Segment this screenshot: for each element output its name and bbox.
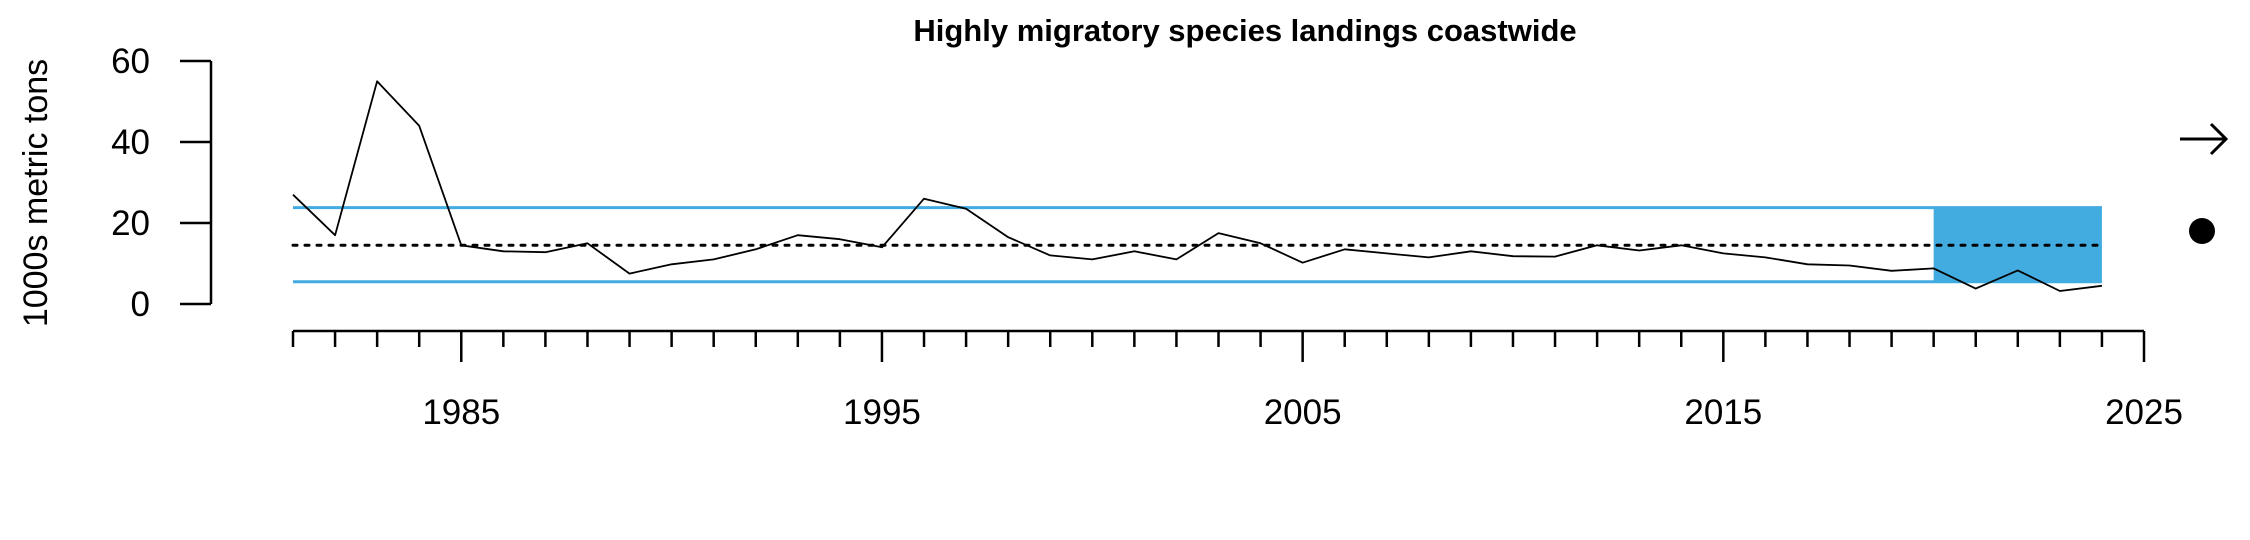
y-tick-label: 40 bbox=[111, 123, 150, 162]
status-circle-icon bbox=[2189, 218, 2215, 244]
x-tick-label: 1985 bbox=[422, 393, 500, 432]
chart-title: Highly migratory species landings coastw… bbox=[913, 13, 1576, 48]
y-tick-label: 20 bbox=[111, 204, 150, 243]
y-tick-label: 0 bbox=[131, 285, 150, 324]
series-layer bbox=[292, 80, 2103, 292]
x-tick-label: 2005 bbox=[1264, 393, 1342, 432]
trend-arrow-icon bbox=[2180, 122, 2229, 156]
y-tick-label: 60 bbox=[111, 42, 150, 81]
series-line bbox=[292, 80, 2103, 292]
x-tick-label: 2025 bbox=[2105, 393, 2183, 432]
x-axis: 1985 1995 2005 2015 2025 bbox=[291, 329, 2183, 432]
x-tick-label: 1995 bbox=[843, 393, 921, 432]
sd-band-layer bbox=[293, 206, 2102, 284]
x-tick-label: 2015 bbox=[1684, 393, 1762, 432]
y-axis: 0 20 40 60 bbox=[111, 42, 213, 324]
y-axis-label: 1000s metric tons bbox=[17, 59, 55, 327]
